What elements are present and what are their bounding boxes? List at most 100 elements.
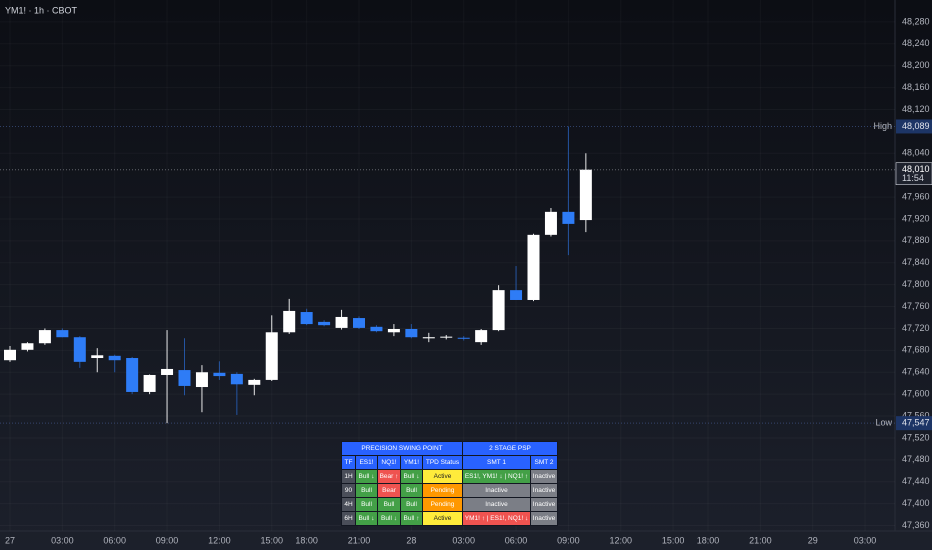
y-tick-label: 47,760 [902,301,930,311]
group-header: PRECISION SWING POINT [341,441,463,456]
x-tick-label: 28 [406,535,416,545]
table-cell: Bull ↓ [400,469,423,484]
table-row: 1H Bull ↓ Bear ↑ Bull ↓ Active ES1!, YM1! ↓ |… [341,469,559,484]
candle-body [370,326,383,332]
marker-value: 48,089 [902,121,930,131]
candle-body [440,336,453,338]
y-tick-label: 47,920 [902,213,930,223]
y-tick-label: 48,200 [902,60,930,70]
table-cell: Bull ↓ [355,511,378,526]
candle-body [562,211,575,224]
candle-body [405,329,418,338]
candle-body [161,368,174,375]
countdown: 11:54 [902,173,924,183]
y-tick-label: 48,240 [902,38,930,48]
column-header: TF [341,455,356,470]
candle-body [579,169,592,221]
y-tick-label: 47,440 [902,476,930,486]
table-cell: Inactive [529,483,559,498]
x-tick-label: 03:00 [854,535,877,545]
y-tick-label: 47,560 [902,410,930,420]
table-cell: Bull [400,483,423,498]
table-cell: 4H [341,497,356,512]
x-tick-label: 09:00 [557,535,580,545]
x-tick-label: 15:00 [662,535,685,545]
candle-body [387,329,400,333]
x-tick-label: 09:00 [156,535,179,545]
y-tick-label: 47,480 [902,454,930,464]
header-row: TF ES1! NQ1! YM1! TPD Status SMT 1 SMT 2 [341,455,559,470]
table-cell: Bull [355,483,378,498]
x-tick-label: 03:00 [452,535,475,545]
candle-body [353,318,365,328]
candle-body [126,358,139,392]
table-row: 4H Bull Bull Bull Pending Inactive Inactive [341,497,559,512]
table-cell: Bull [377,497,401,512]
candle-body [73,337,86,362]
table-cell: Pending [422,497,463,512]
x-tick-label: 03:00 [51,535,74,545]
candle-body [475,330,488,343]
y-tick-label: 47,400 [902,498,930,508]
marker-name: High [873,121,892,131]
x-tick-label: 18:00 [295,535,318,545]
group-header: 2 STAGE PSP [461,441,559,456]
candle-body [91,355,104,359]
table-cell: Inactive [529,497,559,512]
candle-body [108,355,121,361]
symbol-title: YM1! · 1h · CBOT [5,5,78,15]
table-cell: Bear [377,483,401,498]
y-tick-label: 47,520 [902,432,930,442]
marker-box [896,416,932,431]
y-tick-label: 47,640 [902,367,930,377]
table-cell: 1H [341,469,356,484]
column-header: YM1! [400,455,423,470]
table-cell: Active [422,469,463,484]
y-tick-label: 47,600 [902,389,930,399]
y-tick-label: 47,360 [902,520,930,530]
candle-body [230,373,243,385]
last-price: 48,010 [902,164,930,174]
group-row: PRECISION SWING POINT 2 STAGE PSP [341,441,559,456]
marker-name: Low [875,418,892,428]
candle-body [265,332,278,380]
candle-body [195,372,208,388]
x-tick-label: 12:00 [208,535,231,545]
y-tick-label: 47,680 [902,345,930,355]
table-row: 6H Bull ↓ Bull ↓ Bull ↑ Active YM1! ↑ | ES1!,… [341,511,559,526]
column-header: TPD Status [422,455,463,470]
column-header: ES1! [355,455,378,470]
marker-box [896,119,932,134]
candle-body [213,372,226,377]
column-header: SMT 1 [462,455,531,470]
candle-body [300,312,313,325]
candle-body [457,337,470,339]
y-tick-label: 47,880 [902,235,930,245]
candle-body [335,316,348,328]
table-cell: Bull ↑ [400,511,423,526]
y-tick-label: 48,040 [902,148,930,158]
candle-body [56,330,69,338]
table-cell: Bear ↑ [377,469,401,484]
table-cell: 90 [341,483,356,498]
candle-body [38,330,51,344]
x-tick-label: 21:00 [348,535,371,545]
table-cell: Bull ↓ [355,469,378,484]
marker-value: 47,547 [902,418,930,428]
y-tick-label: 47,720 [902,323,930,333]
table-cell: Inactive [462,497,531,512]
candle-body [4,349,16,361]
table-cell: 6H [341,511,356,526]
last-price-box [895,162,932,186]
table-cell: Active [422,511,463,526]
column-header: NQ1! [377,455,401,470]
x-tick-label: 06:00 [103,535,126,545]
y-tick-label: 48,160 [902,82,930,92]
candle-body [143,374,156,392]
candle-body [283,310,296,333]
table-cell: YM1! ↑ | ES1!, NQ1! ↓ [462,511,531,526]
table-cell: Bull [355,497,378,512]
candle-body [527,234,540,300]
table-cell: Bull [400,497,423,512]
y-tick-label: 47,840 [902,257,930,267]
